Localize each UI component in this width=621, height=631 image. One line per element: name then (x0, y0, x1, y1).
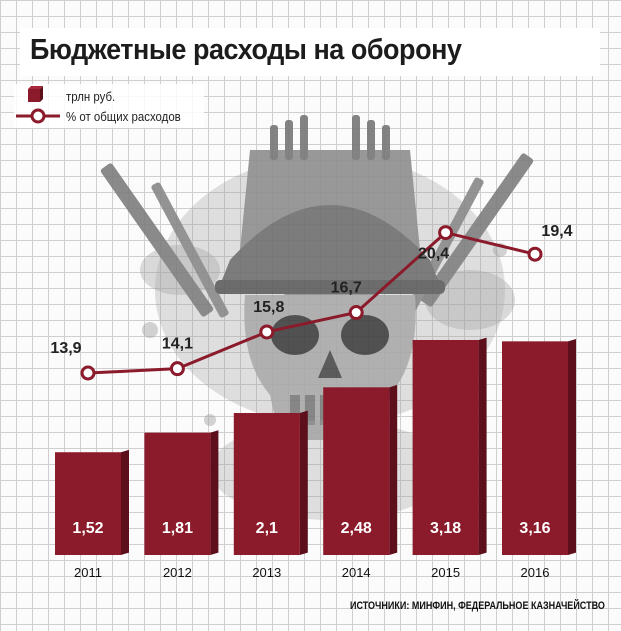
legend-bars-label: трлн руб. (66, 89, 116, 104)
x-tick-label: 2013 (252, 565, 281, 580)
bar-2015: 3,18 (412, 337, 487, 555)
percent-line (87, 230, 536, 375)
legend-line-label: % от общих расходов (66, 109, 181, 124)
source-note: ИСТОЧНИКИ: МИНФИН, ФЕДЕРАЛЬНОЕ КАЗНАЧЕЙС… (350, 600, 605, 612)
x-tick-label: 2011 (74, 565, 102, 580)
bar-2011: 1,52 (55, 449, 129, 555)
line-value-label: 15,8 (253, 299, 284, 316)
bar-side (210, 430, 219, 555)
bar-face (55, 452, 121, 555)
bar-2014: 2,48 (323, 384, 398, 555)
bar-value-label: 2,1 (256, 520, 278, 537)
bar-side (568, 338, 576, 555)
bar-2012: 1,81 (144, 430, 219, 555)
line-value-label: 16,7 (331, 280, 362, 297)
line-point-2014 (348, 305, 364, 321)
bar-face (233, 413, 300, 555)
bar-2016: 3,16 (502, 338, 576, 555)
line-value-label: 14,1 (162, 336, 193, 353)
x-tick-label: 2015 (431, 565, 460, 580)
x-tick-label: 2012 (163, 565, 192, 580)
chart-title: Бюджетные расходы на оборону (30, 34, 462, 66)
line-value-label: 20,4 (418, 246, 449, 263)
bar-value-label: 3,18 (430, 520, 461, 537)
bar-face (323, 387, 390, 555)
bar-2013: 2,1 (233, 410, 308, 555)
legend: трлн руб. % от общих расходов (14, 84, 204, 128)
line-value-label: 13,9 (50, 340, 81, 357)
title-box: Бюджетные расходы на оборону (20, 28, 600, 76)
bar-side (299, 410, 308, 555)
bar-face (502, 341, 568, 555)
line-point-2013 (259, 324, 275, 340)
bar-side (389, 384, 398, 555)
bar-side (478, 337, 487, 555)
line-swatch-icon (16, 108, 60, 124)
bar-value-label: 1,52 (72, 520, 103, 537)
bar-side (121, 449, 129, 555)
bar-swatch-icon (28, 86, 43, 102)
bar-value-label: 2,48 (341, 520, 372, 537)
line-point-2016 (527, 246, 543, 262)
line-point-2015 (438, 225, 454, 241)
line-point-2011 (80, 365, 96, 381)
bar-face (412, 340, 479, 555)
x-tick-label: 2016 (521, 565, 550, 580)
x-tick-label: 2014 (342, 565, 371, 580)
line-point-2012 (169, 361, 185, 377)
line-value-label: 19,4 (541, 223, 572, 240)
bar-value-label: 1,81 (162, 520, 193, 537)
bar-value-label: 3,16 (519, 520, 550, 537)
bar-face (144, 432, 211, 555)
